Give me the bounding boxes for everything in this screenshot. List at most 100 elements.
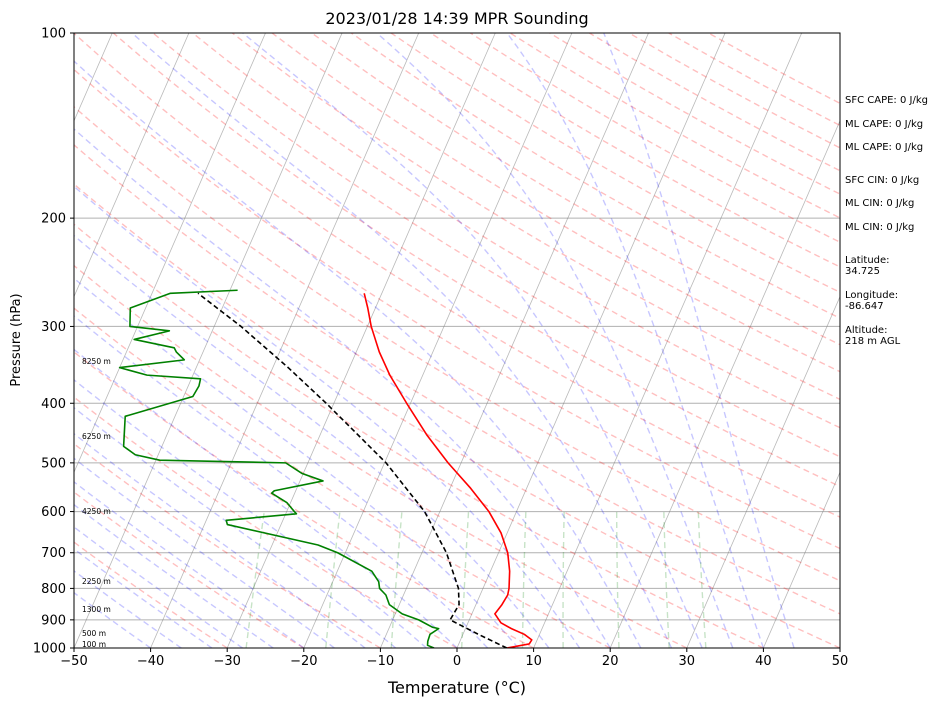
y-tick-label: 900 [41,613,66,628]
x-tick-label: −50 [60,654,87,669]
dry-adiabat [74,396,458,648]
latitude-label: Latitude: [845,255,890,266]
dry-adiabat [152,33,840,458]
moist-adiabat [74,481,305,648]
height-label: 100 m [82,640,106,649]
height-label: 500 m [82,629,106,638]
moist-adiabat [74,526,243,648]
mixing-ratio-line [697,511,707,648]
dry-adiabat [74,491,305,648]
isotherm--20 [303,33,573,648]
dry-adiabat [74,264,688,648]
temperature-profile [363,293,533,648]
longitude-value: -86.647 [845,301,884,312]
dry-adiabat [74,351,534,648]
y-tick-label: 1000 [33,642,66,657]
moist-adiabat [74,234,550,648]
latitude-block: Latitude: 34.725 [845,255,890,277]
mixing-ratio-line [390,511,403,648]
dewpoint-profile [118,289,440,648]
y-tick-label: 800 [41,582,66,597]
x-tick-label: −30 [213,654,240,669]
altitude-value: 218 m AGL [845,336,901,347]
ml-cin-label: ML CIN: 0 J/kg [845,198,915,209]
isotherm-10 [533,33,803,648]
axes: −50 −40 −30 −20 −10 0 10 20 30 40 50 100 200 300 400 50… [33,27,848,670]
moist-adiabat [506,33,765,648]
dry-adiabat [74,68,840,550]
height-label: 4250 m [82,507,111,516]
moist-adiabat [74,378,427,648]
altitude-label: Altitude: [845,325,888,336]
moist-adiabat [74,457,335,648]
moist-adiabat [74,348,458,648]
height-label: 2250 m [82,577,111,586]
latitude-value: 34.725 [845,266,880,277]
altitude-block: Altitude: 218 m AGL [845,325,900,347]
x-tick-label: −20 [290,654,317,669]
x-tick-label: 50 [832,654,849,669]
moist-adiabat [74,406,397,648]
isotherm--30 [226,33,496,648]
moist-adiabat [74,591,152,648]
mixing-ratio-line [615,511,620,648]
parcel-profile [197,292,508,648]
x-tick-label: −10 [367,654,394,669]
dry-adiabat [74,541,228,648]
y-tick-label: 400 [41,397,66,412]
ml-cin-label-2: ML CIN: 0 J/kg [845,222,915,233]
ml-cape-label: ML CAPE: 0 J/kg [845,119,924,130]
dry-adiabat [74,105,840,582]
isotherm--60 [74,33,266,474]
y-tick-label: 100 [41,27,66,42]
isotherm--50 [74,33,343,648]
plot-area: 100 m 500 m 1300 m 2250 m 4250 m 6250 m 8250 m [74,33,840,649]
y-tick-label: 500 [41,456,66,471]
chart-title: 2023/01/28 14:39 MPR Sounding [325,9,588,28]
longitude-block: Longitude: -86.647 [845,290,898,312]
x-axis-label: Temperature (°C) [387,678,526,697]
plot-clip-group [74,33,840,648]
x-tick-label: −40 [137,654,164,669]
mixing-ratio-line [245,511,265,648]
isotherm-0 [456,33,726,648]
dry-adiabat [192,33,840,429]
x-tick-label: 20 [602,654,619,669]
y-axis-label: Pressure (hPa) [9,293,24,386]
isotherm-30 [686,295,840,648]
isotherm--10 [380,33,649,648]
height-label: 6250 m [82,432,111,441]
x-tick-label: 10 [525,654,542,669]
dry-adiabat [74,183,840,648]
y-tick-label: 700 [41,546,66,561]
moist-adiabat [74,503,274,648]
moist-adiabat [74,277,519,648]
x-tick-label: 0 [453,654,461,669]
isotherm-40 [763,471,840,648]
moist-adiabat [376,33,734,648]
longitude-label: Longitude: [845,290,899,301]
moist-adiabat [74,432,366,648]
moist-adiabat [74,128,611,648]
sfc-cape-label: SFC CAPE: 0 J/kg [845,95,928,106]
isotherm-20 [609,119,840,648]
y-tick-label: 600 [41,505,66,520]
mixing-ratio-line [521,511,527,648]
y-tick-label: 300 [41,320,66,335]
ml-cape-label-2: ML CAPE: 0 J/kg [845,142,924,153]
y-tick-label: 200 [41,212,66,227]
moist-adiabat [131,33,673,648]
moist-adiabat [603,33,795,648]
dry-adiabat [74,307,611,648]
x-tick-label: 40 [755,654,772,669]
moist-adiabat [74,315,489,648]
moist-adiabat [242,33,703,648]
sfc-cin-label: SFC CIN: 0 J/kg [845,175,920,186]
isotherm--40 [150,33,420,648]
isotherm--70 [74,33,190,298]
dry-adiabat [311,33,840,346]
height-label: 8250 m [82,357,111,366]
moist-adiabat [74,185,581,648]
moist-adiabat [74,60,642,648]
